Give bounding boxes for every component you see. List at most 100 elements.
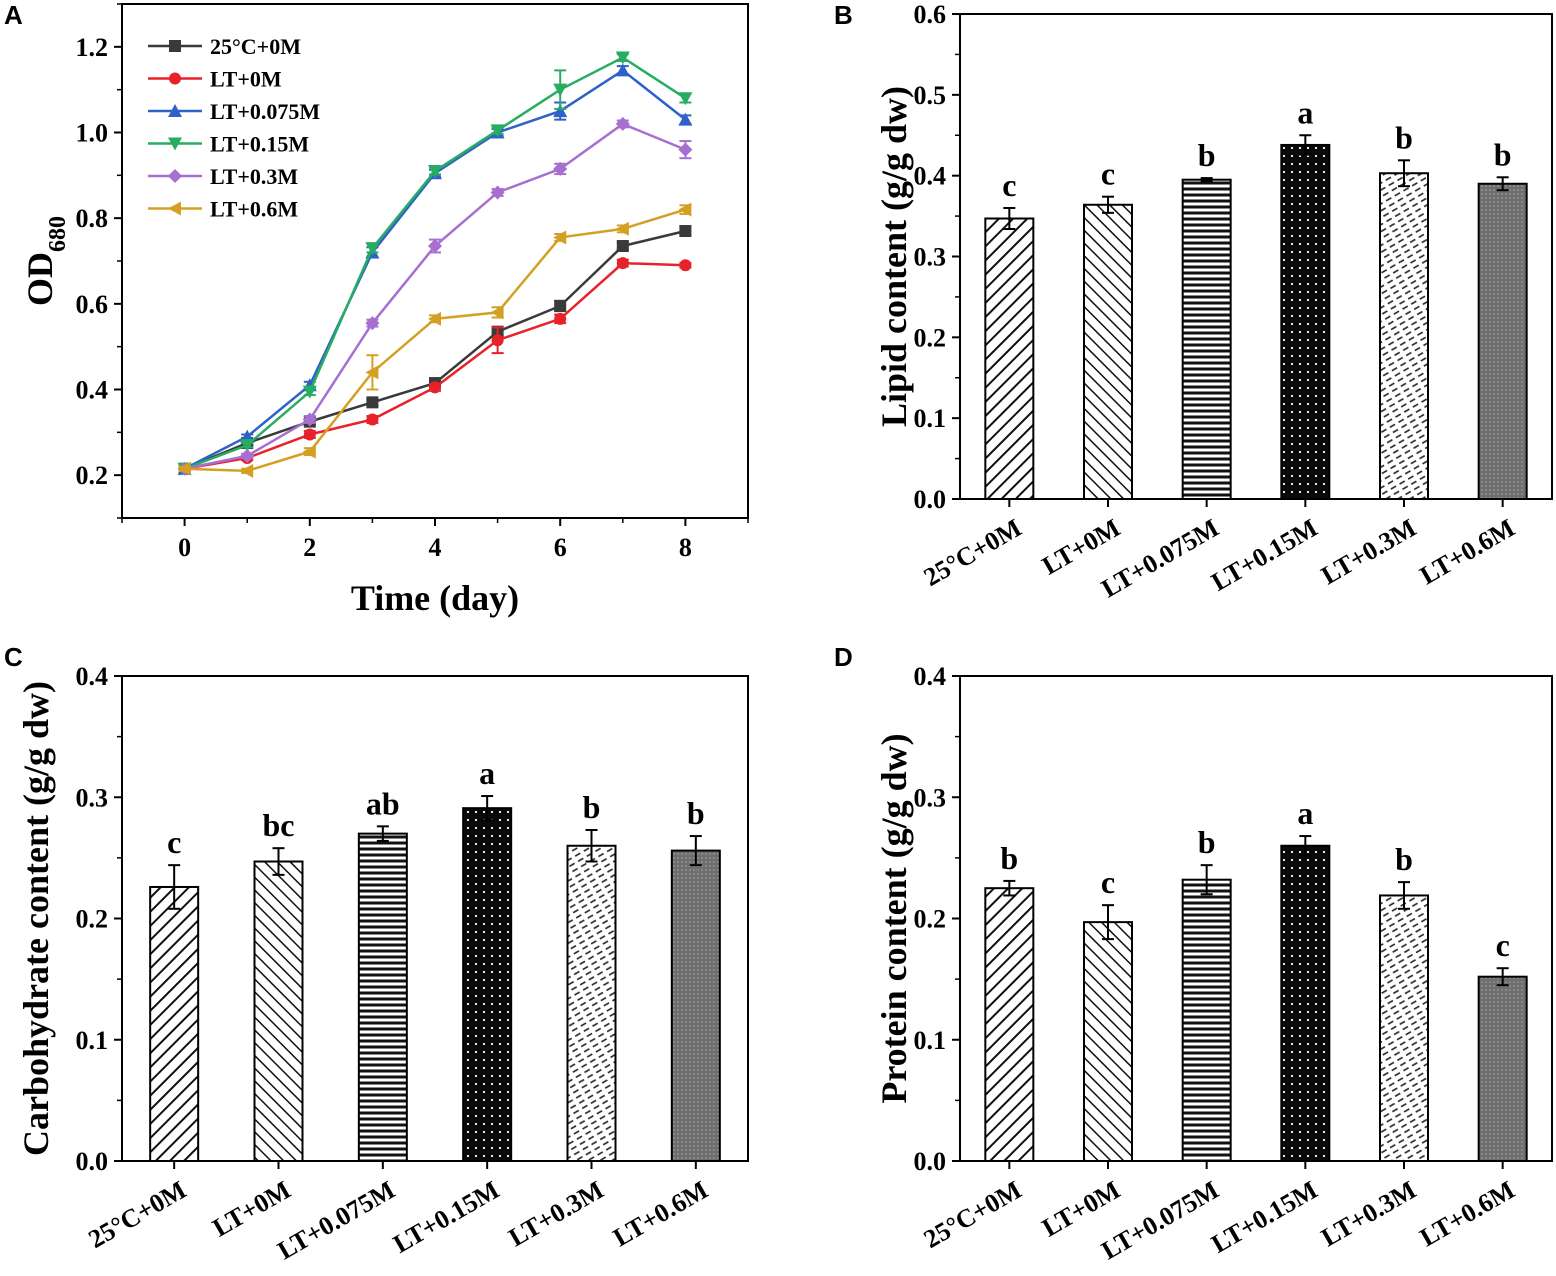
x-tick-label: 4 — [429, 533, 442, 562]
x-tick-label: LT+0M — [208, 1175, 296, 1242]
y-axis-title: Protein content (g/g dw) — [874, 733, 914, 1103]
y-axis-title-main: OD — [20, 252, 60, 306]
y-tick-label: 0.4 — [914, 162, 947, 191]
y-tick-label: 0.8 — [76, 204, 109, 233]
data-point — [490, 185, 505, 200]
significance-label: bc — [263, 807, 295, 843]
significance-label: b — [687, 795, 705, 831]
panel-letter-a: A — [4, 0, 23, 30]
data-point — [678, 202, 692, 217]
data-point — [678, 142, 693, 157]
y-tick-label: 0.2 — [76, 905, 109, 934]
legend-label: LT+0.15M — [210, 132, 309, 157]
data-point — [168, 169, 182, 183]
bar — [984, 887, 1035, 1162]
significance-label: b — [1494, 136, 1512, 172]
significance-label: c — [167, 824, 181, 860]
y-axis-title-subscript: 680 — [45, 216, 71, 252]
x-axis-title: Time (day) — [351, 578, 519, 618]
x-tick-label: LT+0.075M — [273, 1175, 400, 1265]
y-axis-title: Lipid content (g/g dw) — [874, 86, 914, 427]
x-tick-label: LT+0.3M — [1316, 1175, 1421, 1252]
panel-letter-c: C — [4, 642, 23, 672]
y-tick-label: 0.3 — [914, 783, 947, 812]
legend: 25°C+0M LT+0M LT+0.075M LT+0.15M LT+0.3M LT+0… — [148, 34, 320, 222]
y-tick-label: 0.3 — [76, 783, 109, 812]
legend-label: LT+0M — [210, 67, 282, 92]
bar — [1083, 921, 1133, 1163]
legend-label: LT+0.075M — [210, 99, 320, 124]
data-point — [365, 365, 379, 380]
data-point — [168, 201, 181, 216]
panel-c-carbohydrate-bar-chart: 0.00.10.20.30.4c25°C+0MbcLT+0MabLT+0.075… — [16, 662, 749, 1265]
y-tick-label: 0.2 — [914, 905, 947, 934]
legend-label: LT+0.3M — [210, 164, 298, 189]
data-point — [169, 40, 181, 52]
bar — [357, 832, 408, 1162]
y-tick-label: 0.3 — [914, 243, 947, 272]
data-point — [679, 225, 692, 238]
x-tick-label: LT+0.3M — [1316, 513, 1421, 590]
significance-label: b — [1000, 840, 1018, 876]
y-tick-label: 0.0 — [914, 1147, 947, 1176]
bar — [984, 217, 1035, 500]
x-tick-label: 2 — [303, 533, 316, 562]
y-tick-label: 0.1 — [76, 1026, 109, 1055]
significance-label: b — [1395, 841, 1413, 877]
significance-label: b — [583, 789, 601, 825]
y-axis-title: Carbohydrate content (g/g dw) — [16, 681, 56, 1156]
bar — [1181, 178, 1232, 500]
data-point — [366, 396, 379, 409]
data-point — [679, 259, 692, 272]
y-tick-label: 0.2 — [914, 323, 947, 352]
bar — [1379, 894, 1429, 1163]
data-point — [678, 92, 693, 106]
bar — [566, 844, 617, 1162]
data-point — [615, 51, 630, 65]
data-point — [365, 316, 380, 331]
significance-label: b — [1198, 824, 1216, 860]
bar — [1280, 143, 1331, 500]
y-tick-label: 0.6 — [914, 0, 947, 29]
data-point — [678, 112, 693, 126]
y-tick-label: 0.0 — [76, 1147, 109, 1176]
panel-letter-b: B — [834, 0, 853, 30]
data-point — [169, 72, 181, 85]
y-tick-label: 0.5 — [914, 81, 947, 110]
plot-frame — [959, 13, 1553, 500]
panel-a-line-chart: 0 2 4 6 8 0.2 0.4 0.6 0.8 1.0 1.2 Time (day) OD680 25… — [20, 3, 749, 618]
x-tick-label: LT+0.3M — [504, 1175, 609, 1252]
x-tick-label: LT+0.6M — [1415, 1175, 1520, 1252]
series-LT+0.6M — [177, 202, 692, 478]
y-tick-label: 0.0 — [914, 485, 947, 514]
bar — [1379, 172, 1429, 500]
data-point — [366, 413, 379, 426]
data-point — [428, 165, 442, 179]
data-point — [302, 444, 316, 459]
data-point — [491, 334, 504, 347]
significance-label: a — [1297, 795, 1313, 831]
x-tick-label: 25°C+0M — [84, 1175, 192, 1254]
x-tick-label: LT+0.6M — [1415, 513, 1520, 590]
data-point — [302, 385, 317, 399]
y-tick-label: 0.2 — [76, 461, 109, 490]
series-LT+0M — [178, 257, 692, 475]
x-tick-label: LT+0.15M — [1206, 513, 1322, 597]
legend-label: 25°C+0M — [210, 34, 301, 59]
data-point — [615, 221, 629, 236]
legend-label: LT+0.6M — [210, 197, 298, 222]
significance-label: ab — [366, 785, 400, 821]
data-point — [553, 161, 568, 176]
data-point — [303, 428, 316, 441]
significance-label: c — [1101, 156, 1115, 192]
x-tick-label: 0 — [178, 533, 191, 562]
y-tick-label: 0.1 — [914, 1026, 947, 1055]
bar — [149, 885, 200, 1162]
y-tick-label: 0.4 — [914, 662, 947, 691]
x-tick-label: LT+0.15M — [388, 1175, 504, 1259]
x-tick-label: 25°C+0M — [919, 1175, 1027, 1254]
significance-label: c — [1101, 864, 1115, 900]
data-point — [429, 381, 441, 394]
series-line — [184, 68, 687, 470]
data-point — [490, 305, 504, 320]
